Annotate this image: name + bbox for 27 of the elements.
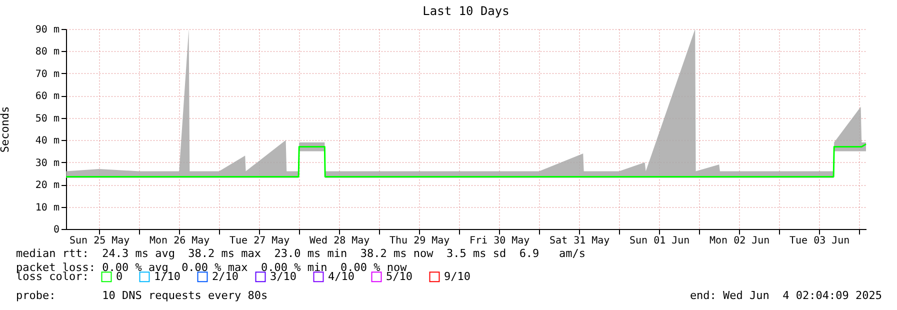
x-tick-label: Tue 03 Jun — [790, 236, 850, 246]
x-tick-label: Sun 25 May — [70, 236, 130, 246]
x-tick-label: Tue 27 May — [230, 236, 290, 246]
y-tick-label: 20 m — [35, 180, 60, 192]
x-tick-label: Mon 26 May — [150, 236, 210, 246]
y-tick-label: 0 — [53, 224, 60, 236]
x-tick-label: Fri 30 May — [470, 236, 530, 246]
y-tick-label: 80 m — [35, 46, 60, 58]
x-tick-label: Mon 02 Jun — [710, 236, 770, 246]
text: probe: 10 DNS requests every 80s — [16, 289, 268, 303]
x-tick-label: Sun 01 Jun — [630, 236, 690, 246]
legend-label: 9/10 — [444, 270, 470, 283]
y-tick-label: 30 m — [35, 158, 60, 169]
y-tick-label: 70 m — [35, 68, 60, 80]
y-tick-label: 50 m — [35, 113, 60, 124]
chart-title: Last 10 Days — [422, 4, 510, 18]
y-tick-label: 90 m — [35, 24, 60, 36]
x-tick-label: Thu 29 May — [390, 236, 450, 246]
y-tick-label: 40 m — [35, 136, 60, 147]
legend-title: loss color: — [16, 270, 89, 283]
x-tick-label: Sat 31 May — [550, 236, 610, 246]
y-tick-label: 10 m — [35, 202, 60, 214]
text: end: Wed Jun 4 02:04:09 2025 — [690, 289, 882, 303]
text: median rtt: 24.3 ms avg 38.2 ms max 23.0 ms min 38.2 ms now 3.5 ms sd 6.9 am/s — [16, 247, 587, 261]
x-tick-label: Wed 28 May — [310, 236, 370, 246]
y-axis-title: Seconds — [0, 106, 12, 153]
y-tick-label: 60 m — [35, 91, 60, 102]
